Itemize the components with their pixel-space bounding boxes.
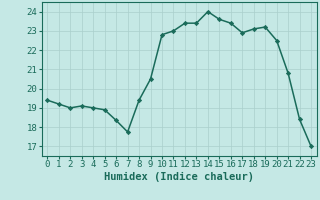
X-axis label: Humidex (Indice chaleur): Humidex (Indice chaleur) <box>104 172 254 182</box>
